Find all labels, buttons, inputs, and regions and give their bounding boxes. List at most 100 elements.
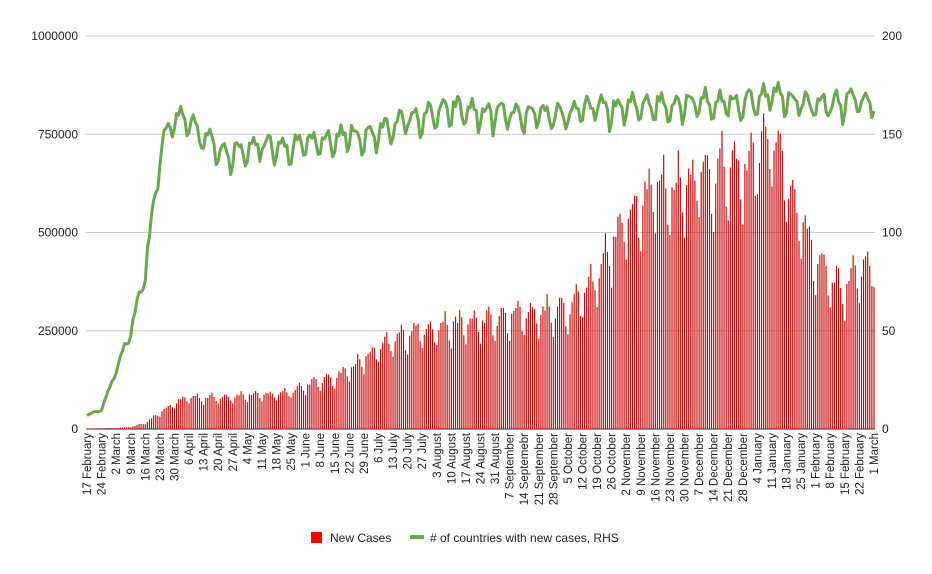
new-cases-bar — [652, 212, 654, 429]
x-tick-label: 30 November — [680, 433, 692, 502]
new-cases-bar — [844, 321, 846, 429]
new-cases-bar — [113, 428, 115, 429]
new-cases-bar — [686, 184, 688, 429]
new-cases-bar — [369, 351, 371, 429]
new-cases-bar — [852, 255, 854, 429]
new-cases-bar — [525, 318, 527, 429]
legend-swatch-new-cases — [311, 532, 322, 543]
new-cases-bar — [717, 158, 719, 429]
new-cases-bar — [577, 291, 579, 429]
new-cases-bar — [681, 212, 683, 429]
x-tick-label: 27 July — [417, 433, 429, 470]
new-cases-bar — [454, 316, 457, 429]
new-cases-bar — [758, 162, 761, 430]
new-cases-bar — [611, 287, 613, 429]
new-cases-bar — [565, 326, 567, 429]
x-tick-label: 14 Septemebr — [519, 433, 531, 505]
new-cases-bar — [298, 382, 300, 429]
new-cases-bar — [596, 307, 598, 429]
new-cases-bar — [332, 385, 334, 429]
new-cases-bar — [542, 306, 544, 429]
new-cases-bar — [140, 424, 142, 429]
x-tick-label: 20 April — [213, 433, 225, 471]
new-cases-bar — [309, 384, 311, 429]
new-cases-bar — [421, 348, 423, 429]
x-tick-label: 31 August — [490, 432, 502, 484]
new-cases-bar — [348, 381, 350, 429]
new-cases-bar — [123, 427, 126, 429]
new-cases-bar — [713, 232, 715, 429]
x-tick-label: 8 February — [825, 433, 837, 489]
new-cases-bar — [650, 184, 652, 429]
x-tick-label: 4 May — [242, 433, 254, 465]
new-cases-bar — [631, 204, 634, 429]
x-tick-label: 22 June — [344, 433, 356, 474]
new-cases-bar — [213, 397, 215, 429]
x-tick-label: 16 November — [650, 433, 662, 502]
new-cases-bar — [554, 318, 557, 429]
new-cases-bar — [267, 393, 269, 429]
new-cases-bar — [792, 179, 794, 429]
new-cases-bar — [813, 280, 815, 429]
new-cases-bar — [559, 297, 561, 429]
x-tick-label: 28 December — [738, 433, 750, 502]
new-cases-bar — [781, 151, 783, 429]
new-cases-bar — [523, 334, 525, 429]
new-cases-bar — [723, 166, 725, 429]
new-cases-bar — [756, 194, 758, 429]
new-cases-bar — [450, 348, 452, 429]
new-cases-bar — [92, 428, 94, 429]
new-cases-bar — [471, 318, 473, 429]
x-tick-label: 12 October — [578, 433, 590, 490]
new-cases-bar — [715, 183, 717, 429]
new-cases-bar — [592, 281, 594, 429]
new-cases-bar — [579, 316, 581, 429]
new-cases-bar — [209, 394, 211, 429]
new-cases-bar — [658, 180, 661, 429]
new-cases-bar — [275, 400, 278, 429]
x-tick-label: 6 July — [373, 433, 385, 463]
new-cases-bar — [136, 424, 138, 429]
left-tick-label: 250000 — [38, 324, 78, 338]
new-cases-bar — [534, 309, 536, 429]
new-cases-bar — [486, 310, 488, 429]
x-tick-label: 13 April — [199, 433, 211, 471]
new-cases-bar — [586, 287, 588, 429]
new-cases-bar — [346, 376, 348, 429]
new-cases-bar — [255, 391, 257, 429]
new-cases-bar — [359, 359, 361, 429]
new-cases-bar — [315, 379, 317, 429]
legend: New Cases # of countries with new cases,… — [311, 531, 619, 545]
new-cases-bar — [257, 392, 259, 429]
x-tick-label: 22 February — [854, 433, 866, 495]
x-tick-label: 26 October — [607, 433, 619, 490]
new-cases-bar — [640, 251, 642, 429]
x-tick-label: 24 August — [476, 432, 488, 484]
new-cases-bar — [419, 341, 421, 429]
new-cases-bar — [484, 322, 486, 429]
new-cases-bar — [536, 323, 538, 429]
new-cases-bar — [317, 386, 319, 429]
new-cases-bar — [178, 398, 180, 429]
new-cases-bar — [788, 199, 790, 429]
new-cases-bar — [365, 356, 367, 429]
new-cases-bar — [538, 338, 540, 429]
new-cases-bar — [248, 394, 250, 429]
right-tick-label: 200 — [882, 29, 902, 43]
new-cases-bar — [502, 308, 504, 429]
new-cases-bar — [667, 224, 669, 429]
new-cases-bar — [273, 397, 275, 429]
new-cases-bar — [519, 307, 521, 429]
new-cases-bar — [661, 174, 663, 429]
new-cases-bar — [94, 428, 96, 429]
new-cases-bar — [355, 364, 357, 429]
new-cases-bar — [402, 329, 405, 429]
new-cases-bar — [261, 401, 263, 429]
new-cases-bar — [175, 403, 178, 429]
left-tick-label: 0 — [71, 422, 78, 436]
new-cases-bar — [90, 428, 92, 429]
new-cases-bar — [642, 205, 644, 429]
new-cases-bar — [708, 169, 711, 429]
new-cases-bar — [604, 233, 606, 429]
new-cases-bar — [382, 343, 384, 429]
